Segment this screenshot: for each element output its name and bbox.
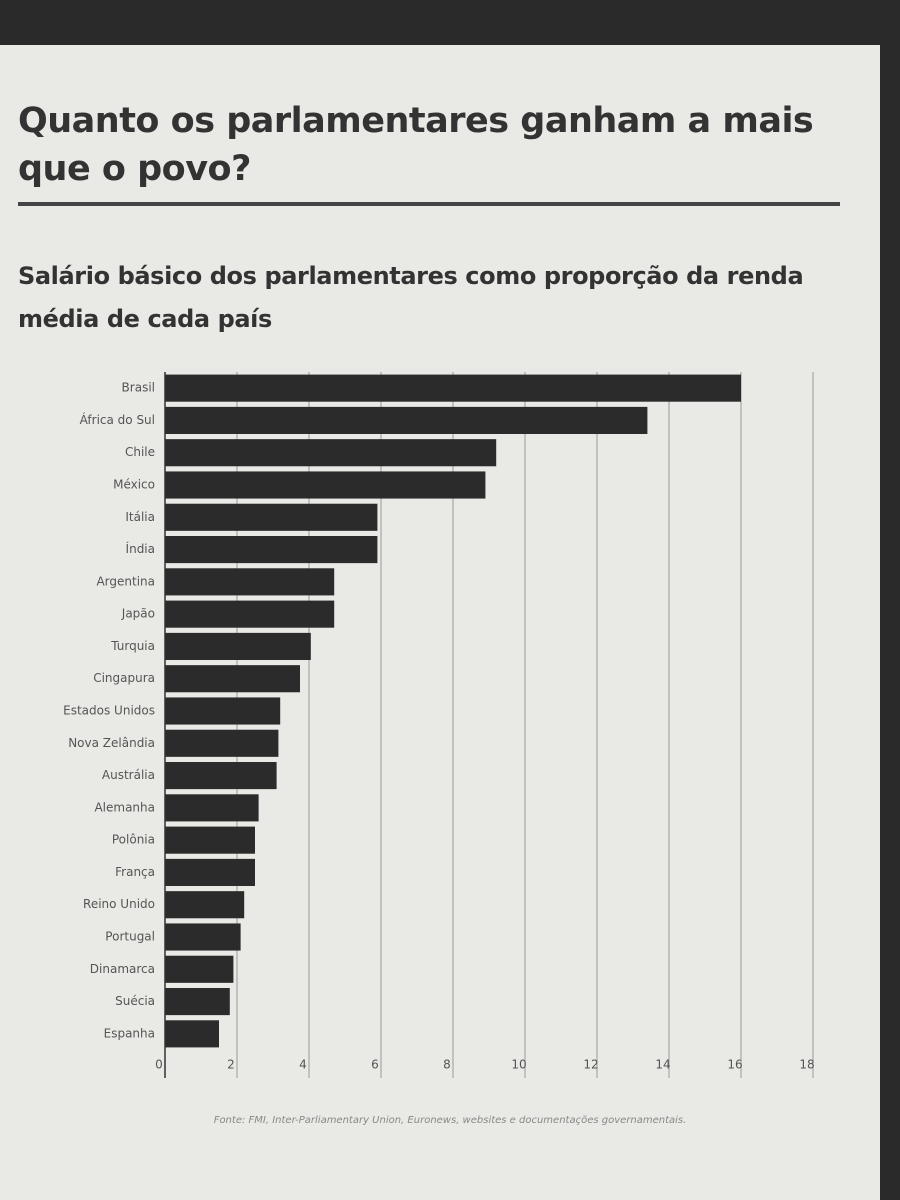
bar — [165, 665, 300, 693]
bar — [165, 503, 378, 531]
bar — [165, 858, 255, 886]
x-tick-label: 10 — [511, 1058, 526, 1072]
chart-title: Quanto os parlamentares ganham a mais qu… — [18, 101, 814, 189]
reader-panel: Quanto os parlamentares ganham a mais qu… — [0, 45, 880, 1200]
y-tick-label: Chile — [125, 445, 155, 459]
bar — [165, 826, 255, 854]
y-tick-label: Argentina — [96, 574, 155, 588]
bar — [165, 406, 648, 434]
x-tick-label: 14 — [655, 1058, 670, 1072]
y-tick-label: Turquia — [110, 639, 155, 653]
x-tick-label: 16 — [727, 1058, 742, 1072]
y-tick-label: Reino Unido — [83, 897, 155, 911]
bar — [165, 471, 486, 499]
x-tick-label: 0 — [155, 1058, 163, 1072]
title-rule — [18, 202, 840, 206]
bar — [165, 1020, 219, 1048]
bar — [165, 729, 279, 757]
chart: 0 2 4 6 8 10 12 14 16 18 Brasil África do Sul Chile M… — [63, 372, 815, 1078]
y-tick-label: África do Sul — [80, 412, 155, 427]
bar — [165, 923, 241, 951]
bar — [165, 632, 311, 660]
bar — [165, 988, 230, 1016]
y-tick-label: Suécia — [115, 994, 155, 1008]
y-tick-label: Itália — [125, 510, 155, 524]
source-note: Fonte: FMI, Inter-Parliamentary Union, E… — [213, 1115, 687, 1126]
x-tick-label: 4 — [299, 1058, 307, 1072]
y-tick-label: Índia — [126, 541, 155, 556]
y-tick-label: Austrália — [102, 768, 155, 782]
bar — [165, 568, 335, 596]
y-tick-label: Estados Unidos — [63, 704, 155, 718]
x-tick-label: 8 — [443, 1058, 451, 1072]
y-tick-label: Dinamarca — [90, 962, 155, 976]
y-tick-label: Brasil — [122, 381, 155, 395]
y-tick-label: México — [113, 478, 155, 492]
y-tick-label: Espanha — [104, 1026, 155, 1040]
bar — [165, 374, 741, 402]
y-tick-label: França — [115, 865, 155, 879]
y-tick-label: Portugal — [105, 930, 155, 944]
y-tick-label: Japão — [121, 607, 155, 621]
bar — [165, 697, 281, 725]
y-tick-label: Nova Zelândia — [68, 736, 155, 750]
bar — [165, 762, 277, 790]
y-tick-label: Cingapura — [93, 671, 155, 685]
x-tick-label: 18 — [799, 1058, 814, 1072]
bar — [165, 536, 378, 564]
x-tick-label: 2 — [227, 1058, 235, 1072]
bar — [165, 955, 234, 983]
y-tick-label: Alemanha — [94, 800, 155, 814]
bar — [165, 600, 335, 628]
y-tick-label: Polônia — [112, 833, 155, 847]
chart-subtitle: Salário básico dos parlamentares como pr… — [18, 262, 804, 333]
bar — [165, 891, 245, 919]
bar — [165, 794, 259, 822]
bar — [165, 439, 497, 467]
x-tick-label: 12 — [583, 1058, 598, 1072]
x-tick-label: 6 — [371, 1058, 379, 1072]
